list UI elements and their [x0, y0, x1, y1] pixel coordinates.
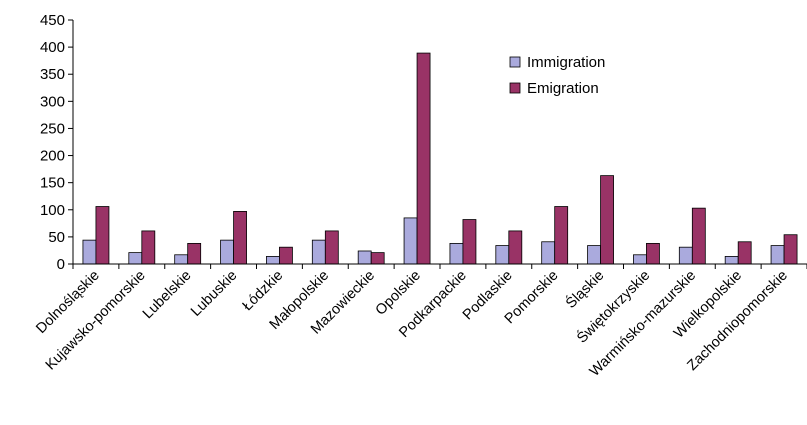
emigration-bar [95, 206, 110, 265]
emigration-bar [324, 230, 339, 265]
y-tick-label: 250 [40, 120, 65, 137]
y-tick-label: 200 [40, 148, 65, 165]
legend-swatch-immigration [509, 56, 521, 68]
category-label: Łódzkie [240, 268, 287, 315]
emigration-bar [370, 252, 385, 265]
emigration-bar [646, 242, 660, 265]
immigration-bar [770, 245, 785, 265]
y-tick-label: 150 [40, 175, 65, 192]
category-label: Śląskie [562, 266, 608, 312]
emigration-bar [737, 241, 752, 265]
immigration-bar [82, 239, 97, 265]
y-tick-label: 300 [40, 93, 65, 110]
emigration-bar [233, 211, 247, 265]
immigration-bar [403, 217, 418, 265]
y-tick-label: 100 [40, 202, 65, 219]
x-axis: DolnośląskieKujawsko-pomorskieLubelskieL… [33, 263, 807, 380]
y-tick-label: 50 [48, 229, 65, 246]
emigration-bar [141, 230, 156, 265]
immigration-bar [357, 250, 372, 265]
y-axis: 0 50 100 150 200 250 300 350 400 450 [40, 12, 74, 273]
immigration-bar [495, 245, 510, 265]
emigration-bar [187, 242, 202, 265]
y-tick-label: 400 [40, 39, 65, 56]
legend-label-emigration: Emigration [527, 80, 599, 97]
immigration-bar [174, 254, 189, 265]
immigration-bar [541, 241, 556, 265]
immigration-bar [266, 256, 280, 265]
immigration-bar [587, 245, 601, 265]
immigration-bar [724, 256, 739, 265]
emigration-bar [691, 207, 706, 265]
y-tick-label: 0 [57, 256, 65, 273]
emigration-bar [508, 230, 523, 265]
legend: Immigration Emigration [509, 54, 605, 97]
emigration-bar [279, 246, 293, 265]
emigration-bar [783, 234, 798, 265]
emigration-bar [462, 219, 477, 265]
y-tick-label: 350 [40, 66, 65, 83]
emigration-bar [554, 206, 569, 265]
immigration-bar [128, 252, 143, 265]
y-tick-label: 450 [40, 12, 65, 29]
immigration-bar [449, 242, 464, 265]
legend-label-immigration: Immigration [527, 54, 605, 71]
immigration-bar [633, 254, 647, 265]
category-label: Lubuskie [188, 268, 240, 320]
immigration-bar [678, 246, 693, 265]
emigration-bar [600, 175, 614, 265]
legend-swatch-emigration [509, 82, 521, 94]
category-label: Lubelskie [140, 268, 195, 323]
immigration-bar [311, 239, 326, 265]
emigration-bar [416, 52, 431, 265]
bars [82, 52, 798, 265]
immigration-bar [220, 239, 234, 265]
